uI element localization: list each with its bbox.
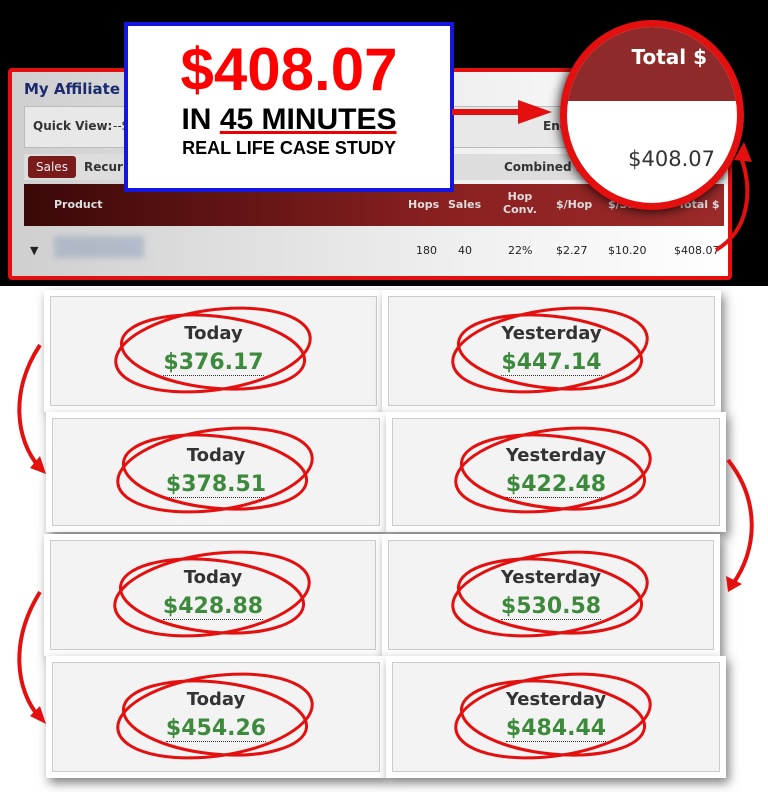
card-yesterday-4: Yesterday $484.44 xyxy=(392,662,720,772)
headline-callout: $408.07 IN 45 MINUTES REAL LIFE CASE STU… xyxy=(124,22,454,192)
headline-time: IN 45 MINUTES xyxy=(128,102,450,138)
magnifier-value: $408.07 xyxy=(628,147,715,171)
filter-icon[interactable]: ▼ xyxy=(30,244,39,257)
card-today-3: Today $428.88 xyxy=(50,540,376,650)
card-value[interactable]: $376.17 xyxy=(163,350,264,376)
magnifier-circle: Total $ $408.07 xyxy=(560,20,744,210)
sales-value: 40 xyxy=(458,244,472,257)
card-yesterday-2: Yesterday $422.48 xyxy=(392,418,720,526)
col-sales[interactable]: Sales xyxy=(448,198,482,211)
headline-emphasis: 45 MINUTES xyxy=(219,103,397,136)
magnifier-header: Total $ xyxy=(567,27,737,101)
report-title: My Affiliate S xyxy=(24,80,137,98)
hops-value: 180 xyxy=(416,244,437,257)
card-yesterday-1: Yesterday $447.14 xyxy=(388,296,715,406)
tab-recurring[interactable]: Recurr xyxy=(84,160,129,174)
hop-conv-value: 22% xyxy=(508,244,533,257)
tab-sales[interactable]: Sales xyxy=(28,156,76,178)
card-label: Today xyxy=(184,323,243,344)
card-value[interactable]: $428.88 xyxy=(162,594,264,620)
card-yesterday-3: Yesterday $530.58 xyxy=(388,540,714,650)
card-label: Today xyxy=(186,689,246,710)
card-label: Yesterday xyxy=(505,689,607,710)
table-row: ▼ 180 40 22% $2.27 $10.20 $408.07 xyxy=(24,230,724,270)
card-value[interactable]: $454.26 xyxy=(165,716,267,742)
card-value[interactable]: $422.48 xyxy=(505,472,607,498)
col-hop-conv[interactable]: Hop Conv. xyxy=(503,190,537,216)
card-label: Yesterday xyxy=(501,323,602,344)
headline-subtitle: REAL LIFE CASE STUDY xyxy=(182,138,396,158)
card-label: Yesterday xyxy=(505,445,607,466)
blurred-product-name xyxy=(54,236,144,258)
col-product[interactable]: Product xyxy=(54,198,103,211)
card-today-1: Today $376.17 xyxy=(50,296,377,406)
card-today-2: Today $378.51 xyxy=(52,418,380,526)
headline-prefix: IN xyxy=(181,103,220,136)
card-value[interactable]: $447.14 xyxy=(501,350,602,376)
headline-amount: $408.07 xyxy=(180,36,398,103)
combined-label: Combined E xyxy=(504,160,584,174)
col-hops[interactable]: Hops xyxy=(408,198,440,211)
card-value[interactable]: $530.58 xyxy=(500,594,602,620)
card-today-4: Today $454.26 xyxy=(52,662,380,772)
card-label: Today xyxy=(186,445,246,466)
card-label: Today xyxy=(183,567,243,588)
per-sale-value: $10.20 xyxy=(608,244,647,257)
card-value[interactable]: $378.51 xyxy=(165,472,267,498)
magnifier-header-label: Total $ xyxy=(631,45,707,69)
col-per-hop[interactable]: $/Hop xyxy=(556,198,593,211)
card-value[interactable]: $484.44 xyxy=(505,716,607,742)
total-value: $408.07 xyxy=(674,244,720,257)
per-hop-value: $2.27 xyxy=(556,244,588,257)
card-label: Yesterday xyxy=(500,567,602,588)
quick-view-label: Quick View: xyxy=(33,119,113,133)
